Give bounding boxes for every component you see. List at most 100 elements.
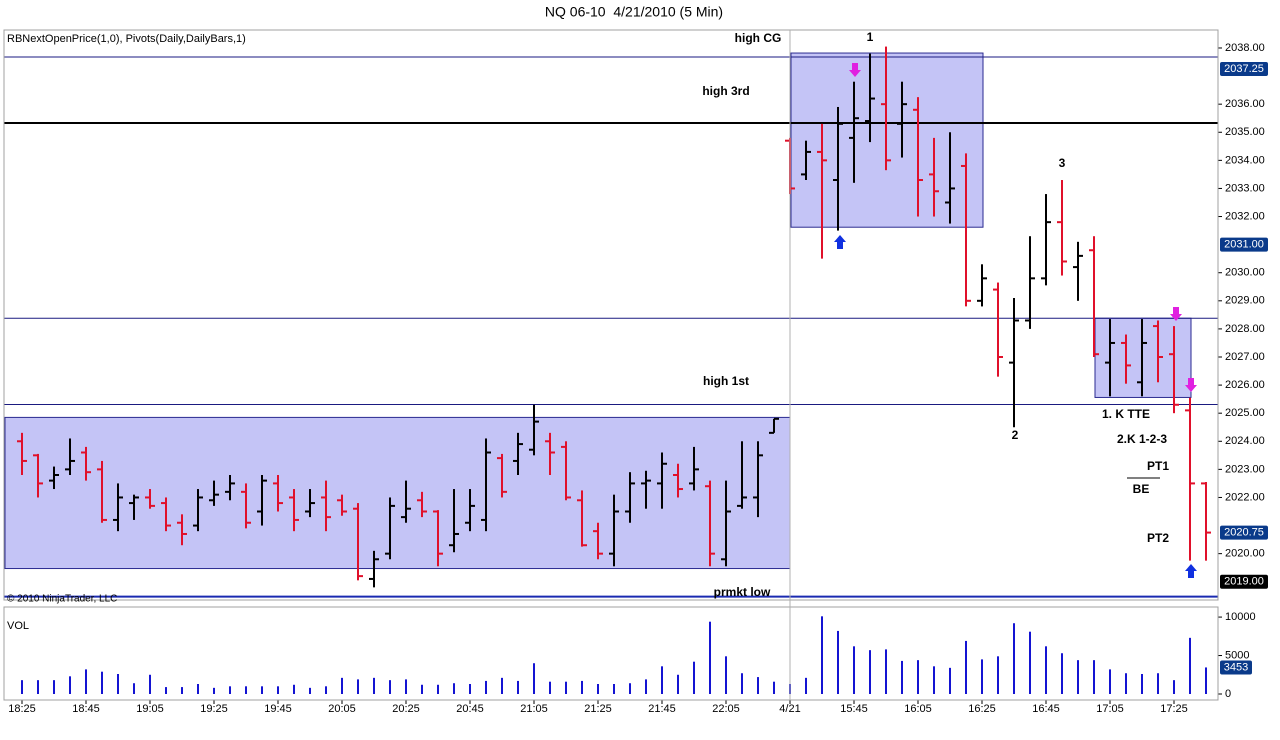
y-tick-label: 2035.00 [1225,126,1265,138]
annotation: 1 [867,30,874,44]
volume-bar [837,630,839,694]
volume-bar [965,640,967,694]
volume-bar [917,660,919,694]
x-tick-label: 20:25 [392,703,420,715]
y-tick-label: 0 [1225,688,1231,700]
volume-bar [533,663,535,694]
price-badge-label: 2031.00 [1224,239,1264,251]
price-badge-label: 2037.25 [1224,63,1264,75]
x-tick-label: 19:45 [264,703,292,715]
x-tick-label: 20:05 [328,703,356,715]
volume-bar [565,681,567,694]
volume-label: VOL [7,620,29,632]
x-tick-label: 16:25 [968,703,996,715]
volume-bar [1093,660,1095,694]
y-tick-label: 2027.00 [1225,351,1265,363]
volume-bar [421,684,423,694]
arrow-up [834,235,846,249]
volume-bar [677,674,679,694]
y-tick-label: 2022.00 [1225,491,1265,503]
volume-bar [981,659,983,694]
x-tick-label: 20:45 [456,703,484,715]
arrow-down [849,63,861,77]
y-tick-label: 2033.00 [1225,182,1265,194]
volume-bar [853,646,855,694]
x-tick-label: 18:45 [72,703,100,715]
annotation: PT2 [1147,531,1169,545]
volume-bar [661,666,663,694]
volume-bar [149,674,151,694]
volume-bar [693,661,695,694]
volume-bar [261,686,263,694]
volume-bar [213,687,215,694]
volume-bar [453,683,455,694]
volume-bar [405,679,407,694]
volume-bar [325,686,327,694]
volume-bar [709,621,711,694]
volume-bar [1045,646,1047,694]
x-tick-label: 16:05 [904,703,932,715]
y-tick-label: 2026.00 [1225,379,1265,391]
volume-bar [501,677,503,694]
x-tick-label: 22:05 [712,703,740,715]
price-badge [1220,574,1268,589]
x-tick-label: 21:25 [584,703,612,715]
y-tick-label: 2032.00 [1225,210,1265,222]
volume-bar [757,677,759,694]
price-badge [1220,62,1268,77]
volume-bar [85,669,87,694]
copyright: © 2010 NinjaTrader, LLC [7,594,117,605]
annotation: PT1 [1147,459,1169,473]
arrow-up [1185,564,1197,578]
volume-bar [245,686,247,694]
volume-bar [1157,673,1159,694]
arrow-down [1170,307,1182,321]
volume-bar [773,681,775,694]
volume-bar [1077,660,1079,694]
x-tick-label: 21:05 [520,703,548,715]
price-badge [1220,237,1268,252]
volume-bar [805,677,807,694]
volume-bar [229,686,231,694]
volume-bar [1141,674,1143,694]
volume-bar [613,684,615,694]
volume-bar [885,649,887,694]
volume-bar [437,684,439,694]
volume-bar [933,666,935,694]
volume-bar [469,684,471,694]
volume-badge [1220,660,1252,675]
price-badge-label: 2019.00 [1224,576,1264,588]
volume-bar [1205,667,1207,694]
x-tick-label: 21:45 [648,703,676,715]
y-tick-label: 2028.00 [1225,323,1265,335]
annotation: BE [1133,482,1150,496]
volume-bar [1029,631,1031,694]
zone [4,416,791,570]
volume-bar [741,673,743,694]
y-tick-label: 2030.00 [1225,267,1265,279]
volume-bar [181,687,183,694]
volume-bar [949,667,951,694]
x-tick-label: 16:45 [1032,703,1060,715]
x-tick-label: 15:45 [840,703,868,715]
price-badge [1220,525,1268,540]
volume-bar [101,671,103,694]
chart-title: NQ 06-10 4/21/2010 (5 Min) [545,4,723,20]
y-tick-label: 2034.00 [1225,154,1265,166]
volume-badge-label: 3453 [1224,661,1248,673]
volume-panel [3,606,1219,701]
volume-bar [293,684,295,694]
volume-bar [341,677,343,694]
volume-bar [645,679,647,694]
volume-bar [517,680,519,694]
volume-bar [309,687,311,694]
volume-bar [869,650,871,694]
y-tick-label: 2023.00 [1225,463,1265,475]
y-tick-label: 2025.00 [1225,407,1265,419]
volume-bar [629,683,631,694]
volume-bar [597,684,599,694]
y-tick-label: 2038.00 [1225,42,1265,54]
annotation: 3 [1059,156,1066,170]
